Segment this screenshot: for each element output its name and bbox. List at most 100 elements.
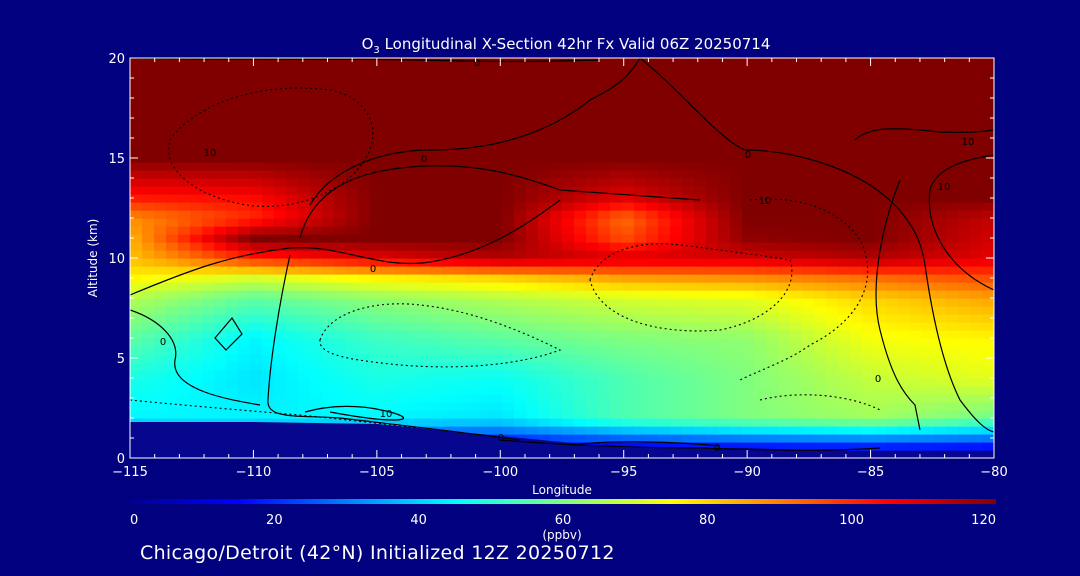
heatmap-cell <box>862 66 875 75</box>
contour-label: 0 <box>498 433 504 444</box>
heatmap-cell <box>706 194 719 203</box>
heatmap-cell <box>310 138 323 147</box>
heatmap-cell <box>958 306 971 315</box>
heatmap-cell <box>802 410 815 419</box>
heatmap-cell <box>694 314 707 323</box>
heatmap-cell <box>406 154 419 163</box>
heatmap-cell <box>502 82 515 91</box>
heatmap-cell <box>550 162 563 171</box>
heatmap-cell <box>454 370 467 379</box>
heatmap-cell <box>418 274 431 283</box>
heatmap-cell <box>334 58 347 67</box>
heatmap-cell <box>178 58 191 67</box>
heatmap-cell <box>226 122 239 131</box>
heatmap-cell <box>526 90 539 99</box>
heatmap-cell <box>838 98 851 107</box>
heatmap-cell <box>334 386 347 395</box>
heatmap-cell <box>574 346 587 355</box>
heatmap-cell <box>190 58 203 67</box>
heatmap-cell <box>574 282 587 291</box>
heatmap-cell <box>214 226 227 235</box>
heatmap-cell <box>826 346 839 355</box>
heatmap-cell <box>358 66 371 75</box>
heatmap-cell <box>202 242 215 251</box>
heatmap-cell <box>922 122 935 131</box>
heatmap-cell <box>646 170 659 179</box>
heatmap-cell <box>730 314 743 323</box>
heatmap-cell <box>550 226 563 235</box>
heatmap-cell <box>634 130 647 139</box>
heatmap-cell <box>142 298 155 307</box>
heatmap-cell <box>442 410 455 419</box>
heatmap-cell <box>562 138 575 147</box>
heatmap-cell <box>394 330 407 339</box>
heatmap-cell <box>406 186 419 195</box>
heatmap-cell <box>622 178 635 187</box>
heatmap-cell <box>346 410 359 419</box>
heatmap-cell <box>766 106 779 115</box>
heatmap-cell <box>682 322 695 331</box>
heatmap-cell <box>262 266 275 275</box>
heatmap-cell <box>670 234 683 243</box>
heatmap-cell <box>586 434 599 443</box>
heatmap-cell <box>550 290 563 299</box>
heatmap-cell <box>742 250 755 259</box>
heatmap-cell <box>766 402 779 411</box>
heatmap-cell <box>394 298 407 307</box>
heatmap-cell <box>370 66 383 75</box>
heatmap-cell <box>394 410 407 419</box>
heatmap-cell <box>658 82 671 91</box>
heatmap-cell <box>238 170 251 179</box>
heatmap-cell <box>502 370 515 379</box>
heatmap-cell <box>778 282 791 291</box>
heatmap-cell <box>226 274 239 283</box>
heatmap-cell <box>358 314 371 323</box>
heatmap-cell <box>322 354 335 363</box>
heatmap-cell <box>214 202 227 211</box>
heatmap-cell <box>970 74 983 83</box>
heatmap-cell <box>202 138 215 147</box>
heatmap-cell <box>562 66 575 75</box>
heatmap-cell <box>946 298 959 307</box>
heatmap-cell <box>526 154 539 163</box>
heatmap-cell <box>142 306 155 315</box>
heatmap-cell <box>958 90 971 99</box>
heatmap-cell <box>250 106 263 115</box>
heatmap-cell <box>334 178 347 187</box>
heatmap-cell <box>814 90 827 99</box>
heatmap-cell <box>910 378 923 387</box>
heatmap-cell <box>898 170 911 179</box>
heatmap-cell <box>886 114 899 123</box>
heatmap-cell <box>910 394 923 403</box>
heatmap-cell <box>646 186 659 195</box>
heatmap-cell <box>478 58 491 67</box>
heatmap-cell <box>406 306 419 315</box>
heatmap-cell <box>970 362 983 371</box>
heatmap-cell <box>406 226 419 235</box>
heatmap-cell <box>250 362 263 371</box>
heatmap-cell <box>982 258 994 267</box>
heatmap-cell <box>910 146 923 155</box>
heatmap-cell <box>982 298 994 307</box>
heatmap-cell <box>322 154 335 163</box>
heatmap-cell <box>574 418 587 427</box>
heatmap-cell <box>406 314 419 323</box>
heatmap-cell <box>550 282 563 291</box>
heatmap-cell <box>418 402 431 411</box>
heatmap-cell <box>682 226 695 235</box>
heatmap-cell <box>574 194 587 203</box>
heatmap-cell <box>778 58 791 67</box>
heatmap-cell <box>934 194 947 203</box>
heatmap-cell <box>970 314 983 323</box>
heatmap-cell <box>634 346 647 355</box>
heatmap-cell <box>526 282 539 291</box>
heatmap-cell <box>202 130 215 139</box>
heatmap-cell <box>274 162 287 171</box>
heatmap-cell <box>346 170 359 179</box>
heatmap-cell <box>466 154 479 163</box>
heatmap-cell <box>922 306 935 315</box>
heatmap-cell <box>514 58 527 67</box>
heatmap-cell <box>214 282 227 291</box>
heatmap-cell <box>322 90 335 99</box>
heatmap-cell <box>766 314 779 323</box>
